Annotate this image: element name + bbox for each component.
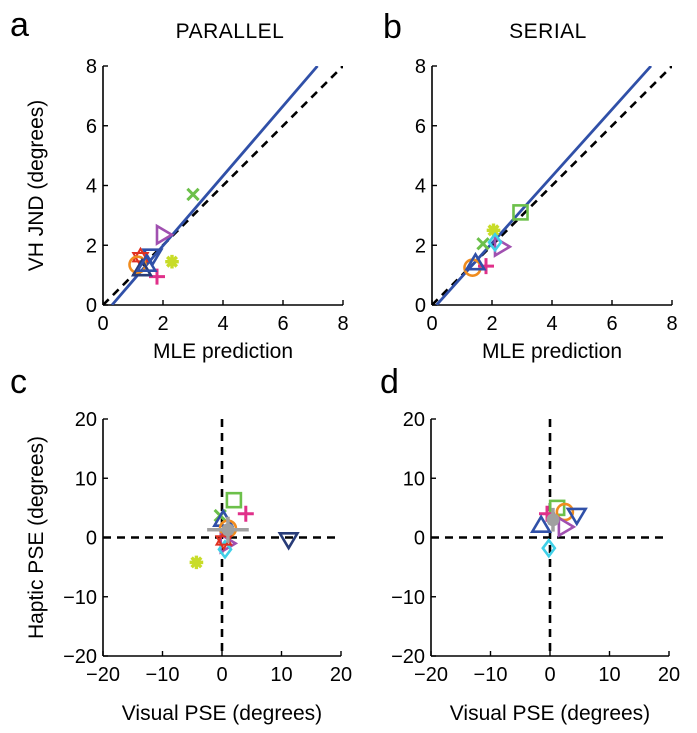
identity-line-a [103, 66, 343, 305]
x-tick-label: 8 [666, 313, 677, 335]
point-circle-1 [555, 502, 575, 522]
y-tick-label: 10 [403, 468, 425, 490]
x-axis-label-c: Visual PSE (degrees) [122, 702, 322, 725]
point-diamond-6 [541, 537, 557, 559]
x-tick-label: 10 [270, 664, 292, 686]
panel-title-a: PARALLEL [176, 20, 285, 43]
y-tick-label: −10 [63, 587, 97, 609]
y-tick-label: 6 [86, 116, 97, 138]
point-tri-up-8 [135, 253, 158, 272]
y-tick-label: 20 [403, 409, 425, 431]
x-tick-label: 2 [486, 313, 497, 335]
panel-letter-c: c [10, 363, 27, 401]
y-tick-label: 0 [86, 528, 97, 550]
y-tick-label: 10 [75, 468, 97, 490]
panel-a: a PARALLEL 0 2 4 6 8 0 2 4 6 8 MLE prediction VH JND … [10, 6, 349, 363]
y-tick-label: 0 [415, 295, 426, 317]
point-tri-right-5 [557, 515, 577, 538]
x-tick-label: 8 [337, 313, 348, 335]
mean-point-c [221, 523, 235, 537]
y-tick-label: 2 [86, 235, 97, 257]
point-plus-1 [237, 505, 254, 522]
panel-b: b SERIAL 0 2 4 6 8 0 2 4 6 8 MLE prediction [383, 8, 678, 363]
x-tick-label: 0 [97, 313, 108, 335]
y-tick-label: −20 [391, 646, 425, 668]
x-axis-label-b: MLE prediction [482, 340, 622, 363]
y-tick-label: 8 [86, 56, 97, 78]
y-tick-label: −10 [391, 587, 425, 609]
y-axis-label-c: Haptic PSE (degrees) [25, 436, 48, 639]
y-tick-label: −20 [63, 646, 97, 668]
panel-d: d −20 −10 0 10 20 −20 −10 0 10 20 Visual PSE (degre… [380, 363, 680, 725]
point-square-0 [225, 491, 243, 509]
x-tick-label: 10 [598, 664, 620, 686]
x-tick-label: 6 [277, 313, 288, 335]
panel-letter-d: d [380, 363, 399, 401]
y-tick-label: 0 [86, 295, 97, 317]
point-x-0 [186, 187, 200, 202]
y-axis-label-a: VH JND (degrees) [25, 100, 48, 272]
point-square-0 [512, 204, 529, 221]
mean-point-d [546, 513, 560, 527]
y-tick-label: 8 [415, 56, 426, 78]
point-asterisk-1 [486, 223, 501, 238]
point-asterisk-2 [165, 254, 179, 269]
point-tri-right-1 [155, 223, 175, 246]
y-tick-label: 2 [415, 235, 426, 257]
x-axis-label-a: MLE prediction [153, 340, 293, 363]
point-tri-down-2 [565, 507, 588, 527]
x-tick-label: −20 [86, 664, 120, 686]
x-tick-label: 4 [546, 313, 557, 335]
point-tri-up-7 [130, 257, 154, 277]
point-plus-6 [478, 258, 494, 275]
panel-letter-b: b [383, 8, 402, 46]
point-diamond-4 [487, 232, 503, 253]
x-tick-label: 20 [658, 664, 680, 686]
x-axis-label-d: Visual PSE (degrees) [450, 702, 650, 725]
y-tick-label: 20 [75, 409, 97, 431]
y-tick-label: 6 [415, 116, 426, 138]
x-tick-label: 0 [216, 664, 227, 686]
y-tick-label: 0 [414, 528, 425, 550]
point-asterisk-9 [189, 555, 204, 570]
point-x-2 [476, 237, 490, 251]
x-tick-label: 0 [544, 664, 555, 686]
x-tick-label: 2 [157, 313, 168, 335]
fit-line-b [435, 66, 653, 305]
x-tick-label: 6 [606, 313, 617, 335]
point-tri-up-7 [464, 251, 487, 271]
point-diamond-7 [217, 539, 233, 560]
x-tick-label: −10 [474, 664, 508, 686]
panel-letter-a: a [10, 6, 29, 44]
x-tick-label: 0 [426, 313, 437, 335]
panel-title-b: SERIAL [509, 20, 587, 43]
panel-c: c −20 −10 0 10 20 −20 −10 0 10 20 Visual PSE (degre… [10, 363, 352, 725]
point-tri-up-4 [529, 514, 553, 533]
x-tick-label: −10 [146, 664, 180, 686]
y-tick-label: 4 [86, 176, 97, 198]
point-tri-down-5 [277, 531, 300, 551]
x-tick-label: 20 [330, 664, 352, 686]
y-tick-label: 4 [415, 176, 426, 198]
x-tick-label: −20 [414, 664, 448, 686]
x-tick-label: 4 [217, 313, 228, 335]
